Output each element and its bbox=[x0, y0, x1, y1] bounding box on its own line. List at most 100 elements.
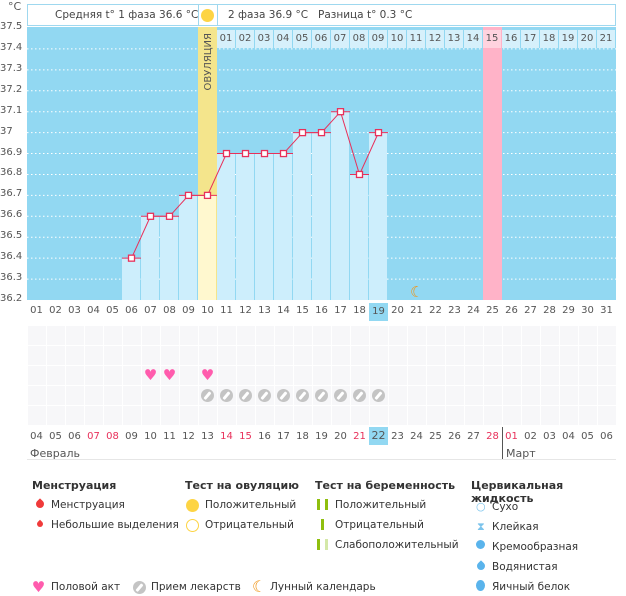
medication-pill-icon[interactable] bbox=[353, 389, 366, 402]
calendar-date[interactable]: 13 bbox=[201, 431, 214, 442]
calendar-date[interactable]: 04 bbox=[30, 431, 43, 442]
medication-pill-icon[interactable] bbox=[220, 389, 233, 402]
x-tick-label[interactable]: 03 bbox=[68, 305, 81, 316]
x-tick-label[interactable]: 24 bbox=[467, 305, 480, 316]
y-tick-label: 37.5 bbox=[0, 21, 23, 32]
x-tick-label[interactable]: 27 bbox=[524, 305, 537, 316]
calendar-date[interactable]: 06 bbox=[68, 431, 81, 442]
temperature-bar bbox=[122, 258, 140, 300]
intercourse-heart-icon[interactable]: ♥ bbox=[200, 366, 215, 384]
calendar-date[interactable]: 24 bbox=[410, 431, 423, 442]
medication-pill-icon[interactable] bbox=[296, 389, 309, 402]
x-tick-label[interactable]: 29 bbox=[562, 305, 575, 316]
legend-item: Сухо bbox=[492, 501, 519, 513]
phase2-day-label: 16 bbox=[502, 30, 520, 48]
x-tick-label[interactable]: 23 bbox=[448, 305, 461, 316]
calendar-date[interactable]: 20 bbox=[334, 431, 347, 442]
calendar-date[interactable]: 14 bbox=[220, 431, 233, 442]
calendar-date[interactable]: 15 bbox=[239, 431, 252, 442]
temperature-point bbox=[222, 149, 231, 158]
temperature-point bbox=[317, 128, 326, 137]
calendar-date[interactable]: 10 bbox=[144, 431, 157, 442]
calendar-date[interactable]: 23 bbox=[391, 431, 404, 442]
x-tick-label[interactable]: 12 bbox=[239, 305, 252, 316]
calendar-date[interactable]: 05 bbox=[49, 431, 62, 442]
x-tick-label[interactable]: 02 bbox=[49, 305, 62, 316]
x-tick-label[interactable]: 22 bbox=[429, 305, 442, 316]
temperature-point bbox=[184, 191, 193, 200]
month-divider bbox=[502, 427, 503, 459]
y-tick-label: 37.3 bbox=[0, 62, 23, 74]
medication-pill-icon[interactable] bbox=[239, 389, 252, 402]
x-tick-label[interactable]: 06 bbox=[125, 305, 138, 316]
calendar-date[interactable]: 05 bbox=[581, 431, 594, 442]
x-tick-label[interactable]: 01 bbox=[30, 305, 43, 316]
medication-pill-icon[interactable] bbox=[277, 389, 290, 402]
calendar-date[interactable]: 22 bbox=[369, 427, 388, 445]
y-tick-label: 36.9 bbox=[0, 146, 23, 158]
x-tick-label[interactable]: 16 bbox=[315, 305, 328, 316]
intercourse-heart-icon[interactable]: ♥ bbox=[162, 366, 177, 384]
calendar-date[interactable]: 02 bbox=[524, 431, 537, 442]
x-tick-label[interactable]: 19 bbox=[369, 303, 388, 321]
x-tick-label[interactable]: 18 bbox=[353, 305, 366, 316]
calendar-date[interactable]: 04 bbox=[562, 431, 575, 442]
calendar-date[interactable]: 28 bbox=[486, 431, 499, 442]
x-tick-label[interactable]: 05 bbox=[106, 305, 119, 316]
x-tick-label[interactable]: 08 bbox=[163, 305, 176, 316]
phase2-day-label: 04 bbox=[274, 30, 292, 48]
x-tick-label[interactable]: 25 bbox=[486, 305, 499, 316]
x-tick-label[interactable]: 28 bbox=[543, 305, 556, 316]
calendar-date[interactable]: 06 bbox=[600, 431, 613, 442]
calendar-date[interactable]: 18 bbox=[296, 431, 309, 442]
x-tick-label[interactable]: 21 bbox=[410, 305, 423, 316]
x-tick-label[interactable]: 07 bbox=[144, 305, 157, 316]
x-tick-label[interactable]: 09 bbox=[182, 305, 195, 316]
calendar-date[interactable]: 08 bbox=[106, 431, 119, 442]
x-tick-label[interactable]: 15 bbox=[296, 305, 309, 316]
x-tick-label[interactable]: 26 bbox=[505, 305, 518, 316]
legend-ovulation-test-title: Тест на овуляцию bbox=[185, 479, 299, 492]
medication-pill-icon[interactable] bbox=[315, 389, 328, 402]
calendar-date[interactable]: 17 bbox=[277, 431, 290, 442]
calendar-date[interactable]: 01 bbox=[505, 431, 518, 442]
test-strip-icon bbox=[321, 519, 324, 530]
divider bbox=[27, 459, 616, 460]
x-tick-label[interactable]: 30 bbox=[581, 305, 594, 316]
medication-pill-icon[interactable] bbox=[372, 389, 385, 402]
phase2-day-label: 19 bbox=[559, 30, 577, 48]
calendar-date[interactable]: 26 bbox=[448, 431, 461, 442]
pink-day-column bbox=[483, 27, 502, 300]
calendar-date[interactable]: 11 bbox=[163, 431, 176, 442]
calendar-date[interactable]: 21 bbox=[353, 431, 366, 442]
x-tick-label[interactable]: 14 bbox=[277, 305, 290, 316]
x-tick-label[interactable]: 04 bbox=[87, 305, 100, 316]
y-tick-label: 37.4 bbox=[0, 41, 23, 53]
x-tick-label[interactable]: 13 bbox=[258, 305, 271, 316]
x-tick-label[interactable]: 11 bbox=[220, 305, 233, 316]
x-tick-label[interactable]: 10 bbox=[201, 305, 214, 316]
intercourse-heart-icon[interactable]: ♥ bbox=[143, 366, 158, 384]
test-strip-faint-icon bbox=[325, 539, 328, 550]
temperature-chart: ОВУЛЯЦИЯ ☾ bbox=[27, 27, 616, 301]
calendar-date[interactable]: 12 bbox=[182, 431, 195, 442]
watery-drop-icon bbox=[475, 560, 487, 572]
phase1-average: Средняя t° 1 фаза 36.6 °C bbox=[55, 9, 199, 21]
calendar-date[interactable]: 25 bbox=[429, 431, 442, 442]
calendar-date[interactable]: 27 bbox=[467, 431, 480, 442]
temperature-point bbox=[355, 170, 364, 179]
calendar-date[interactable]: 09 bbox=[125, 431, 138, 442]
medication-pill-icon[interactable] bbox=[334, 389, 347, 402]
calendar-date[interactable]: 16 bbox=[258, 431, 271, 442]
calendar-date[interactable]: 07 bbox=[87, 431, 100, 442]
x-tick-label[interactable]: 20 bbox=[391, 305, 404, 316]
x-tick-label[interactable]: 17 bbox=[334, 305, 347, 316]
phase2-day-label: 08 bbox=[350, 30, 368, 48]
x-tick-label[interactable]: 31 bbox=[600, 305, 613, 316]
medication-pill-icon[interactable] bbox=[258, 389, 271, 402]
medication-pill-icon[interactable] bbox=[201, 389, 214, 402]
phase2-day-label: 14 bbox=[464, 30, 482, 48]
y-tick-label: 37.2 bbox=[0, 83, 23, 95]
calendar-date[interactable]: 19 bbox=[315, 431, 328, 442]
calendar-date[interactable]: 03 bbox=[543, 431, 556, 442]
